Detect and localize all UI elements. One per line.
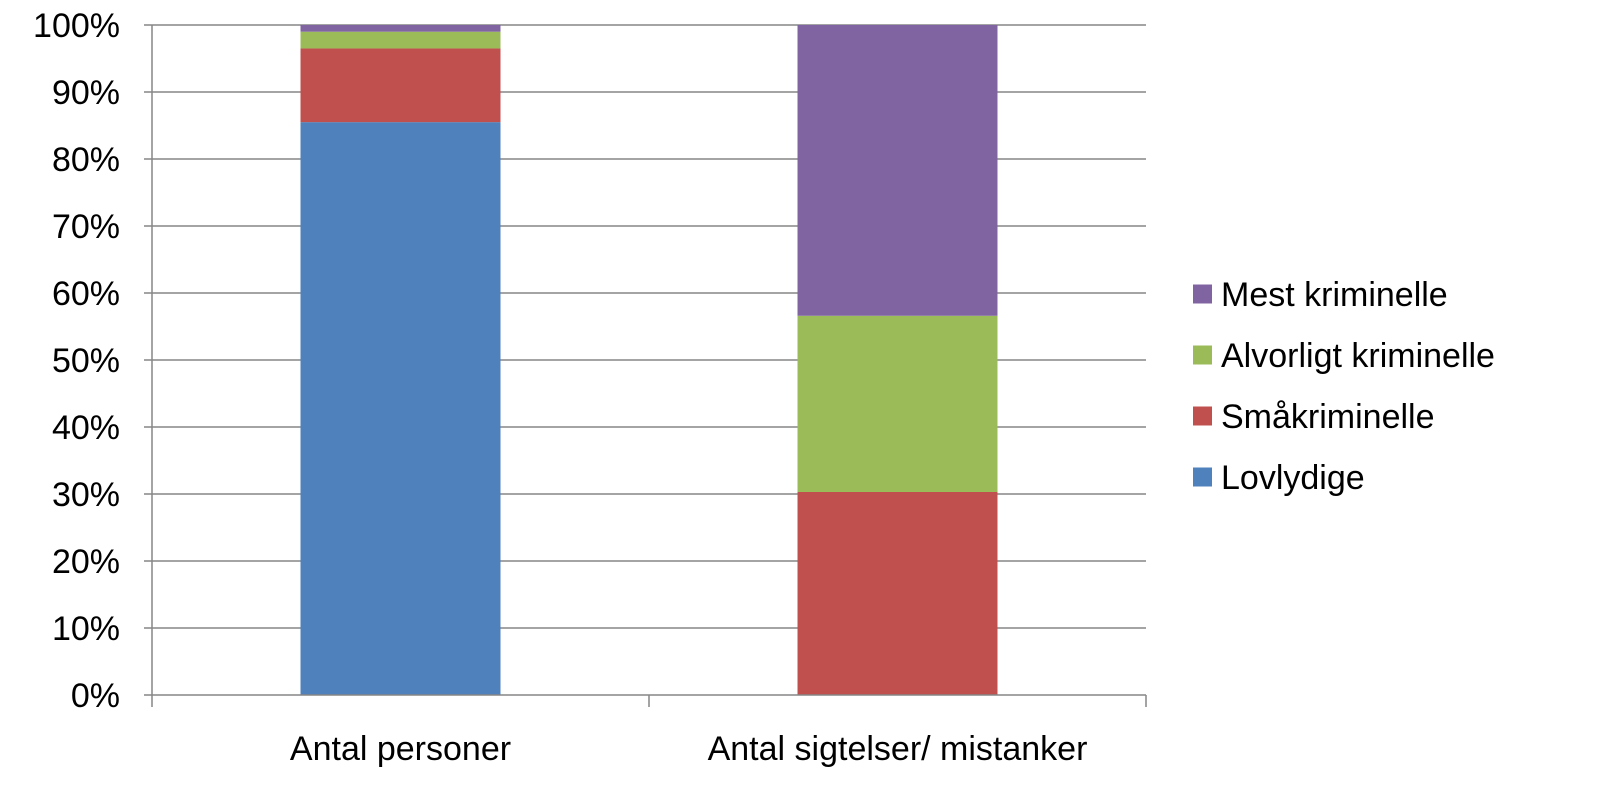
legend-swatch — [1193, 406, 1212, 426]
y-tick-label: 70% — [52, 208, 120, 246]
y-tick-label: 10% — [52, 610, 120, 648]
legend[interactable]: Mest kriminelle Alvorligt kriminelle Småkr… — [1193, 276, 1495, 497]
bar-segment-alvorligt-kriminelle[interactable] — [797, 315, 998, 492]
y-tick-label: 0% — [71, 677, 120, 715]
bar-segment-mest-kriminelle[interactable] — [797, 25, 998, 316]
x-axis-tick-labels: Antal personer Antal sigtelser/ mistanker — [290, 730, 1087, 768]
legend-label: Mest kriminelle — [1221, 276, 1448, 314]
bar-segment-alvorligt-kriminelle[interactable] — [300, 31, 501, 49]
axes — [151, 25, 1147, 707]
y-axis-tick-labels: 0% 10% 20% 30% 40% 50% 60% 70% 80% 90% 100% — [33, 7, 120, 715]
legend-swatch — [1193, 345, 1212, 365]
bar-segment-lovlydige[interactable] — [300, 122, 501, 695]
x-tick-label: Antal personer — [290, 730, 511, 768]
y-tick-label: 30% — [52, 476, 120, 514]
bar-segment-sm-kriminelle[interactable] — [300, 48, 501, 123]
y-tick-label: 80% — [52, 141, 120, 179]
legend-label: Småkriminelle — [1221, 398, 1435, 436]
legend-label: Alvorligt kriminelle — [1221, 337, 1495, 375]
y-tick-label: 60% — [52, 275, 120, 313]
legend-label: Lovlydige — [1221, 459, 1365, 497]
y-tick-label: 20% — [52, 543, 120, 581]
y-tick-label: 50% — [52, 342, 120, 380]
bar-segment-mest-kriminelle[interactable] — [300, 25, 501, 32]
y-tick-label: 40% — [52, 409, 120, 447]
x-tick-label: Antal sigtelser/ mistanker — [708, 730, 1088, 768]
legend-swatch — [1193, 467, 1212, 487]
bars — [300, 25, 998, 695]
y-tick-label: 90% — [52, 74, 120, 112]
y-tick-label: 100% — [33, 7, 120, 45]
legend-swatch — [1193, 284, 1212, 304]
bar-segment-sm-kriminelle[interactable] — [797, 491, 998, 695]
